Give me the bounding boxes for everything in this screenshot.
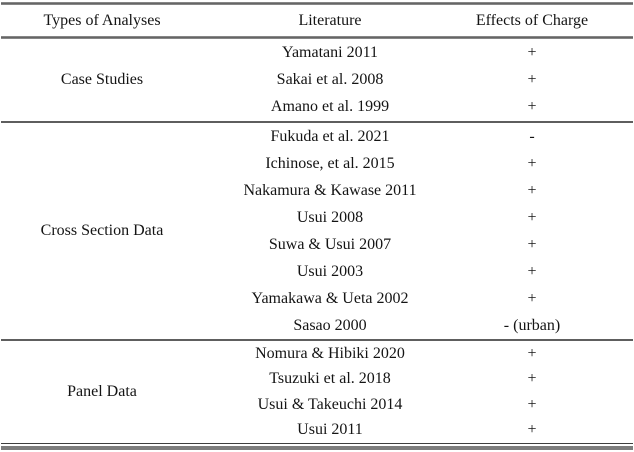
effect-cell: + xyxy=(527,43,537,61)
section-divider-rule xyxy=(1,339,633,341)
type-cell: Case Studies xyxy=(60,71,144,88)
effect-cell: + xyxy=(527,181,537,199)
table-row: Nakamura & Kawase 2011 + xyxy=(204,177,634,204)
literature-cell: Usui 2011 xyxy=(297,421,363,439)
column-header-effects-of-charge: Effects of Charge xyxy=(475,11,589,29)
table-body: Case Studies Yamatani 2011 + Sakai et al. 2… xyxy=(0,39,634,443)
effect-cell: - (urban) xyxy=(503,316,561,334)
table-row: Usui & Takeuchi 2014 + xyxy=(204,392,634,418)
effect-cell: + xyxy=(527,235,537,253)
effect-cell: + xyxy=(527,98,537,116)
table-row: Fukuda et al. 2021 - xyxy=(204,123,634,150)
column-header-types-of-analyses: Types of Analyses xyxy=(43,11,161,29)
table-row: Yamakawa & Ueta 2002 + xyxy=(204,285,634,312)
section-rows: Fukuda et al. 2021 - Ichinose, et al. 2015… xyxy=(204,123,634,339)
table-row: Usui 2003 + xyxy=(204,258,634,285)
table-header-row: Types of Analyses Literature Effects of … xyxy=(0,5,634,36)
table-row: Usui 2008 + xyxy=(204,204,634,231)
table-row: Ichinose, et al. 2015 + xyxy=(204,150,634,177)
literature-cell: Sakai et al. 2008 xyxy=(276,70,384,88)
table-row: Amano et al. 1999 + xyxy=(204,94,634,121)
literature-cell: Yamakawa & Ueta 2002 xyxy=(251,289,409,307)
section-divider-rule xyxy=(1,121,633,123)
literature-cell: Nomura & Hibiki 2020 xyxy=(255,344,405,362)
table-row: Yamatani 2011 + xyxy=(204,39,634,66)
table-row: Tsuzuki et al. 2018 + xyxy=(204,367,634,393)
effect-cell: + xyxy=(527,289,537,307)
table-bottom-thick-rule xyxy=(1,446,633,450)
literature-cell: Suwa & Usui 2007 xyxy=(268,235,392,253)
table-section: Cross Section Data Fukuda et al. 2021 - Ich… xyxy=(0,123,634,339)
header-divider-rule xyxy=(1,36,633,39)
literature-cell: Yamatani 2011 xyxy=(282,43,378,61)
literature-cell: Tsuzuki et al. 2018 xyxy=(269,370,391,388)
section-rows: Nomura & Hibiki 2020 + Tsuzuki et al. 2018… xyxy=(204,341,634,443)
column-header-literature: Literature xyxy=(298,11,362,29)
effect-cell: + xyxy=(527,344,537,362)
literature-cell: Ichinose, et al. 2015 xyxy=(265,154,395,172)
literature-cell: Nakamura & Kawase 2011 xyxy=(243,181,417,199)
effect-cell: + xyxy=(527,262,537,280)
effect-cell: + xyxy=(527,154,537,172)
literature-cell: Fukuda et al. 2021 xyxy=(270,127,390,145)
literature-cell: Usui 2003 xyxy=(296,262,364,280)
effect-cell: + xyxy=(527,395,537,413)
type-cell: Cross Section Data xyxy=(40,222,164,239)
table-row: Nomura & Hibiki 2020 + xyxy=(204,341,634,367)
effect-cell: - xyxy=(529,127,535,145)
effect-cell: + xyxy=(527,370,537,388)
effect-cell: + xyxy=(527,70,537,88)
type-cell: Panel Data xyxy=(67,383,137,400)
table-row: Sakai et al. 2008 + xyxy=(204,66,634,93)
table-row: Usui 2011 + xyxy=(204,418,634,444)
table-section: Case Studies Yamatani 2011 + Sakai et al. 2… xyxy=(0,39,634,121)
table-top-rule xyxy=(1,2,633,5)
literature-cell: Usui & Takeuchi 2014 xyxy=(257,395,403,413)
literature-cell: Amano et al. 1999 xyxy=(270,98,390,116)
literature-cell: Usui 2008 xyxy=(296,208,364,226)
effect-cell: + xyxy=(527,421,537,439)
literature-cell: Sasao 2000 xyxy=(293,316,367,334)
table-row: Suwa & Usui 2007 + xyxy=(204,231,634,258)
table-bottom-thin-rule xyxy=(1,443,633,444)
effect-cell: + xyxy=(527,208,537,226)
table-section: Panel Data Nomura & Hibiki 2020 + Tsuzuki e… xyxy=(0,341,634,443)
table-row: Sasao 2000 - (urban) xyxy=(204,312,634,339)
section-rows: Yamatani 2011 + Sakai et al. 2008 + Amano et… xyxy=(204,39,634,121)
